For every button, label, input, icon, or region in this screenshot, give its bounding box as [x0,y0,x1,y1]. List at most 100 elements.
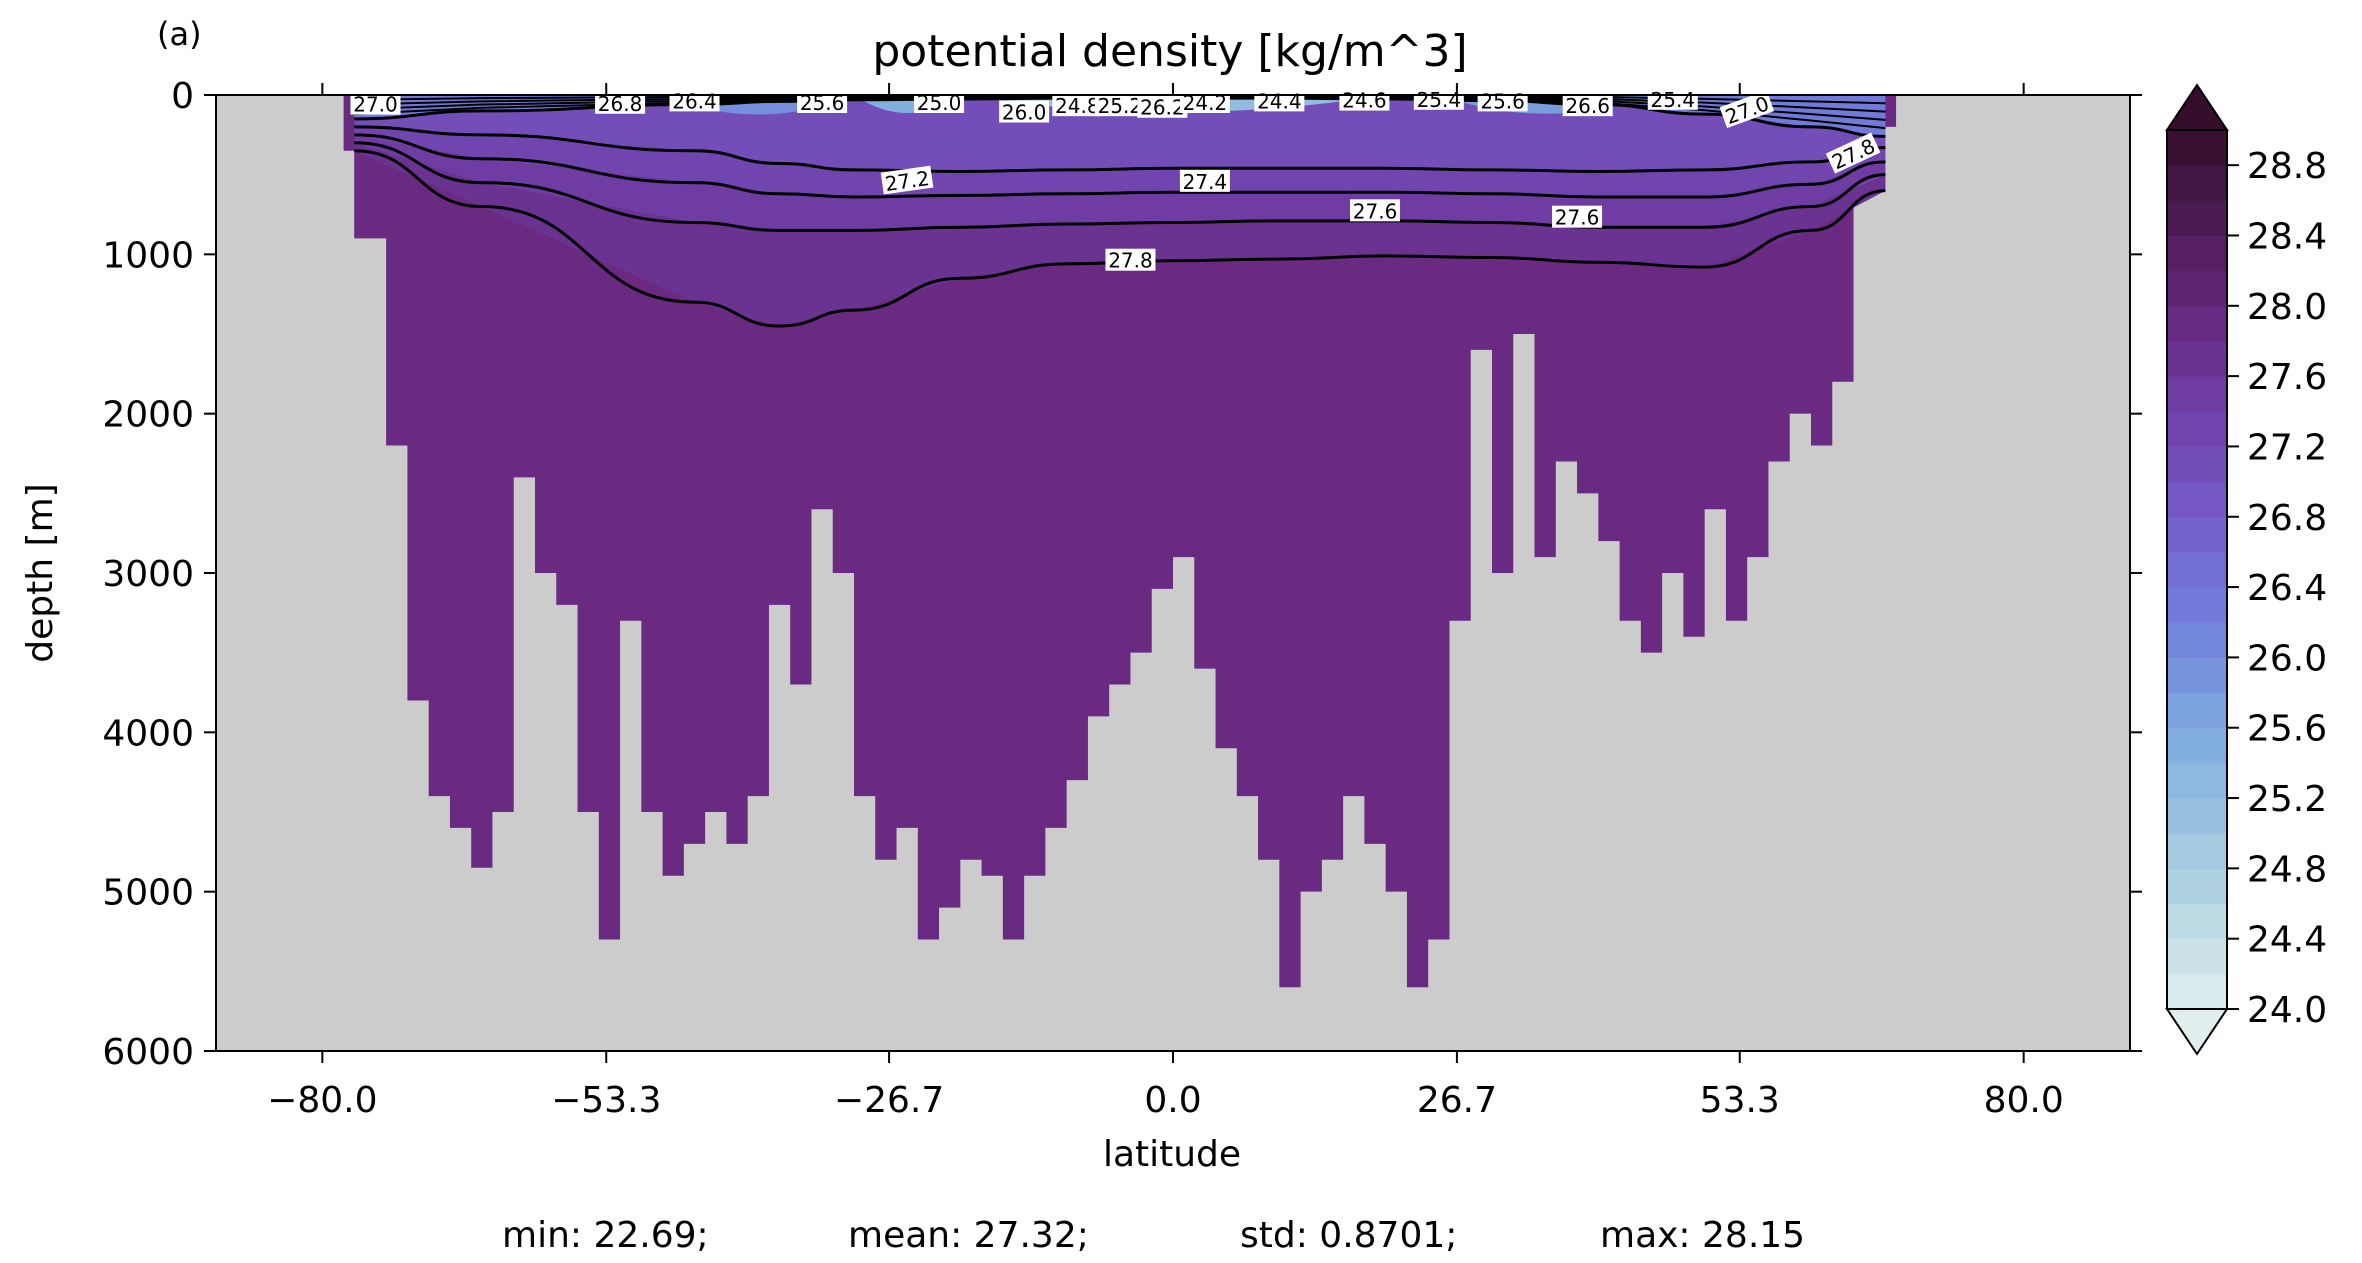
contour-label: 27.4 [1179,169,1230,194]
colorbar-tick-label: 26.4 [2247,568,2327,609]
stat-std: std: 0.8701; [1240,1215,1457,1256]
colorbar-tick-label: 27.6 [2247,357,2327,398]
y-tick-label: 3000 [102,554,194,595]
colorbar-segment [2167,938,2227,975]
colorbar-segment [2167,833,2227,869]
colorbar-segment [2167,200,2227,236]
svg-text:26.4: 26.4 [672,89,717,113]
colorbar-segment [2167,727,2227,764]
colorbar-segment [2167,868,2227,905]
isopycnal-27.6 [354,141,1886,232]
panel-label: (a) [157,15,202,53]
contour-label: 27.6 [1350,199,1401,223]
x-tick-label: −80.0 [267,1080,377,1121]
colorbar-tick-label: 26.8 [2247,498,2327,539]
colorbar-tick-label: 27.2 [2247,427,2327,468]
contour-label: 26.4 [669,89,720,113]
svg-text:26.0: 26.0 [1002,101,1047,125]
y-tick-label: 4000 [102,713,194,754]
density-band-4 [354,142,1886,327]
svg-text:26.6: 26.6 [1565,94,1610,118]
colorbar-segment [2167,551,2227,588]
colorbar-segment [2167,516,2227,553]
y-tick-label: 5000 [102,873,194,914]
colorbar: 24.0 24.4 24.8 25.2 25.6 26.0 26.4 26.8 27.2 27.6… [2165,83,2327,1056]
x-axis: −80.0 −53.3 −26.7 0.0 26.7 53.3 80.0 [267,83,2064,1121]
y-axis: 0 1000 2000 3000 4000 5000 6000 [102,76,2142,1073]
stat-max: max: 28.15 [1600,1215,1805,1256]
isopycnal-27.4 [354,133,1886,199]
colorbar-tick-label: 28.4 [2247,216,2327,257]
colorbar-tick-label: 24.8 [2247,849,2327,890]
contour-label: 24.8 [1052,94,1103,118]
colorbar-segment [2167,481,2227,518]
chart-title: potential density [kg/m^3] [872,26,1467,77]
colorbar-extend-top [2165,83,2229,131]
isopycnal-27.2 [354,125,1886,173]
y-tick-label: 0 [171,76,194,117]
contour-label: 26.2 [1137,95,1188,120]
y-axis-label: depth [m] [20,483,61,662]
x-tick-label: 80.0 [1984,1080,2064,1121]
colorbar-segment [2167,762,2227,799]
contour-label: 25.2 [1094,94,1145,118]
colorbar-segment [2167,165,2227,201]
contour-label: 26.8 [595,91,646,116]
colorbar-segment [2167,446,2227,483]
contour-label: 24.4 [1254,89,1305,113]
svg-text:27.0: 27.0 [353,93,398,117]
colorbar-tick-label: 25.2 [2247,779,2327,820]
contour-label: 26.6 [1562,94,1613,118]
y-tick-label: 1000 [102,235,194,276]
colorbar-segment [2167,130,2227,166]
colorbar-segment [2167,798,2227,834]
colorbar-tick-label: 26.0 [2247,638,2327,679]
colorbar-tick-label: 24.0 [2247,990,2327,1031]
colorbar-segment [2167,270,2227,307]
x-tick-label: −26.7 [834,1080,944,1121]
svg-text:25.6: 25.6 [1480,89,1525,113]
colorbar-tick-label: 28.0 [2247,287,2327,328]
colorbar-segment [2167,340,2227,377]
svg-text:25.4: 25.4 [1651,88,1696,112]
colorbar-tick-label: 24.4 [2247,920,2327,961]
svg-text:27.4: 27.4 [1183,170,1228,194]
y-tick-label: 6000 [102,1032,194,1073]
colorbar-segment [2167,376,2227,412]
colorbar-segment [2167,973,2227,1010]
contour-label: 25.6 [1477,89,1528,113]
contour-label: 27.8 [1105,248,1156,273]
contour-label: 27.6 [1552,205,1603,230]
density-band-1 [354,98,1886,172]
y-tick-label: 2000 [102,395,194,436]
x-axis-label: latitude [1103,1134,1241,1175]
x-tick-label: −53.3 [551,1080,661,1121]
svg-text:24.6: 24.6 [1342,89,1387,113]
colorbar-segment [2167,692,2227,729]
colorbar-segment [2167,587,2227,623]
contour-label: 26.0 [999,100,1050,125]
colorbar-extend-bottom [2165,1008,2229,1056]
colorbar-segment [2167,411,2227,447]
colorbar-frame [2166,129,2228,1010]
colorbar-tick-label: 28.8 [2247,146,2327,187]
contour-label: 25.4 [1647,87,1698,112]
colorbar-segment [2167,903,2227,940]
colorbar-segment [2167,622,2227,658]
svg-text:24.8: 24.8 [1055,94,1100,118]
ocean-section [343,95,1897,988]
colorbar-segment [2167,305,2227,342]
contour-labels: 27.0 26.8 26.4 25.6 25.0 26.0 24.825.226.224.2… [350,87,1881,273]
plot-area: 27.0 26.8 26.4 25.6 25.0 26.0 24.825.226.224.2… [215,87,2131,1052]
contour-label: 24.6 [1339,88,1390,113]
x-tick-label: 53.3 [1700,1080,1780,1121]
svg-text:27.6: 27.6 [1353,199,1398,223]
density-band-2 [354,126,1886,197]
svg-text:27.8: 27.8 [1108,249,1153,273]
contour-label: 25.4 [1413,87,1464,112]
x-tick-label: 26.7 [1417,1080,1497,1121]
colorbar-segment [2167,235,2227,272]
colorbar-segment [2167,657,2227,694]
x-tick-label: 0.0 [1144,1080,1201,1121]
